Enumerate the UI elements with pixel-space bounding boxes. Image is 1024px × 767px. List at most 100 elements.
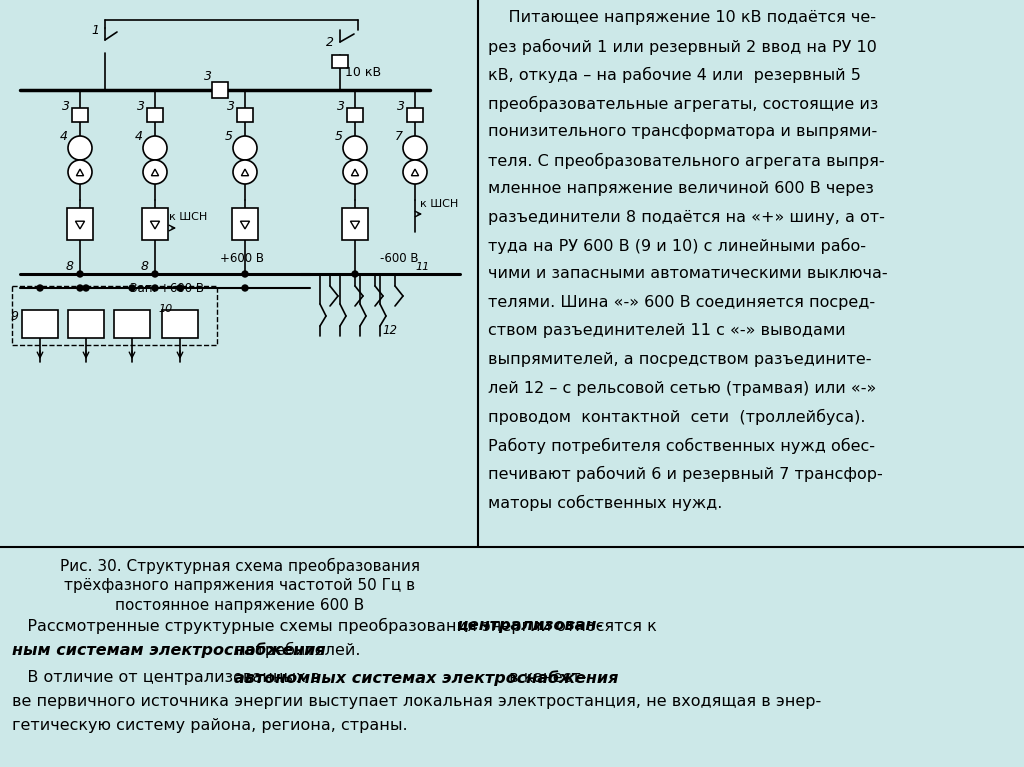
Text: мленное напряжение величиной 600 В через: мленное напряжение величиной 600 В через <box>488 181 873 196</box>
Circle shape <box>83 285 89 291</box>
Circle shape <box>352 271 358 277</box>
Text: ством разъединителей 11 с «-» выводами: ством разъединителей 11 с «-» выводами <box>488 324 846 338</box>
Bar <box>212 82 228 98</box>
Circle shape <box>68 160 92 184</box>
Circle shape <box>143 136 167 160</box>
Text: 8: 8 <box>141 260 150 273</box>
Polygon shape <box>412 169 419 176</box>
Circle shape <box>403 160 427 184</box>
Bar <box>162 310 198 338</box>
Bar <box>342 208 368 240</box>
Polygon shape <box>77 169 84 176</box>
Text: Питающее напряжение 10 кВ подаётся че-: Питающее напряжение 10 кВ подаётся че- <box>488 10 876 25</box>
Text: маторы собственных нужд.: маторы собственных нужд. <box>488 495 722 511</box>
Text: 10 кВ: 10 кВ <box>345 66 381 79</box>
Text: кВ, откуда – на рабочие 4 или  резервный 5: кВ, откуда – на рабочие 4 или резервный … <box>488 67 861 83</box>
Text: чими и запасными автоматическими выключа-: чими и запасными автоматическими выключа… <box>488 266 888 281</box>
Circle shape <box>403 136 427 160</box>
Text: 8: 8 <box>66 260 74 273</box>
Text: преобразовательные агрегаты, состоящие из: преобразовательные агрегаты, состоящие и… <box>488 96 879 112</box>
Bar <box>142 208 168 240</box>
Text: 4: 4 <box>135 130 143 143</box>
Text: потребителей.: потребителей. <box>229 642 360 658</box>
Polygon shape <box>350 221 359 229</box>
Circle shape <box>233 136 257 160</box>
Circle shape <box>343 160 367 184</box>
Text: понизительного трансформатора и выпрями-: понизительного трансформатора и выпрями- <box>488 124 878 139</box>
Text: 3: 3 <box>227 100 234 113</box>
Text: 11: 11 <box>415 262 429 272</box>
Text: Рассмотренные структурные схемы преобразования энергии относятся к: Рассмотренные структурные схемы преобраз… <box>12 618 662 634</box>
Polygon shape <box>242 169 249 176</box>
Text: автономных системах электроснабжения: автономных системах электроснабжения <box>234 670 618 686</box>
Text: туда на РУ 600 В (9 и 10) с линейными рабо-: туда на РУ 600 В (9 и 10) с линейными ра… <box>488 238 866 254</box>
Text: централизован-: централизован- <box>457 618 603 633</box>
Bar <box>232 208 258 240</box>
Text: 10: 10 <box>158 304 172 314</box>
Polygon shape <box>151 221 160 229</box>
Text: в качест-: в качест- <box>504 670 587 685</box>
Bar <box>72 108 88 122</box>
Bar <box>12 286 217 345</box>
Text: +600 В: +600 В <box>220 252 264 265</box>
Text: 3: 3 <box>137 100 145 113</box>
Text: рез рабочий 1 или резервный 2 ввод на РУ 10: рез рабочий 1 или резервный 2 ввод на РУ… <box>488 38 877 54</box>
Text: к ШСН: к ШСН <box>169 212 207 222</box>
Text: к ШСН: к ШСН <box>420 199 459 209</box>
Text: 5: 5 <box>335 130 343 143</box>
Bar <box>237 108 253 122</box>
Circle shape <box>143 160 167 184</box>
Text: проводом  контактной  сети  (троллейбуса).: проводом контактной сети (троллейбуса). <box>488 409 865 425</box>
Text: 2: 2 <box>326 36 334 49</box>
Text: Работу потребителя собственных нужд обес-: Работу потребителя собственных нужд обес… <box>488 437 874 453</box>
Bar <box>67 208 93 240</box>
Text: 3: 3 <box>337 100 345 113</box>
Circle shape <box>152 285 158 291</box>
Text: выпрямителей, а посредством разъедините-: выпрямителей, а посредством разъедините- <box>488 352 871 367</box>
Circle shape <box>77 271 83 277</box>
Text: В отличие от централизованных в: В отличие от централизованных в <box>12 670 326 685</box>
Circle shape <box>77 285 83 291</box>
Text: -600 В: -600 В <box>380 252 419 265</box>
Text: постоянное напряжение 600 В: постоянное напряжение 600 В <box>116 598 365 613</box>
Text: 3: 3 <box>62 100 70 113</box>
Bar <box>347 108 362 122</box>
Bar <box>114 310 150 338</box>
Circle shape <box>37 285 43 291</box>
Text: 9: 9 <box>10 310 18 323</box>
Text: печивают рабочий 6 и резервный 7 трансфор-: печивают рабочий 6 и резервный 7 трансфо… <box>488 466 883 482</box>
Text: 4: 4 <box>60 130 68 143</box>
Text: лей 12 – с рельсовой сетью (трамвая) или «-»: лей 12 – с рельсовой сетью (трамвая) или… <box>488 380 877 396</box>
Text: 7: 7 <box>395 130 403 143</box>
Bar <box>332 55 348 68</box>
Text: трёхфазного напряжения частотой 50 Гц в: трёхфазного напряжения частотой 50 Гц в <box>65 578 416 593</box>
Text: телями. Шина «-» 600 В соединяется посред-: телями. Шина «-» 600 В соединяется посре… <box>488 295 876 310</box>
Polygon shape <box>241 221 250 229</box>
Text: разъединители 8 подаётся на «+» шину, а от-: разъединители 8 подаётся на «+» шину, а … <box>488 209 885 225</box>
Circle shape <box>242 271 248 277</box>
Circle shape <box>129 285 135 291</box>
Polygon shape <box>76 221 85 229</box>
Text: 5: 5 <box>225 130 233 143</box>
Text: 3: 3 <box>397 100 406 113</box>
Text: 12: 12 <box>382 324 397 337</box>
Bar <box>147 108 163 122</box>
Circle shape <box>233 160 257 184</box>
Circle shape <box>177 285 183 291</box>
Text: гетическую систему района, региона, страны.: гетическую систему района, региона, стра… <box>12 718 408 733</box>
Text: ве первичного источника энергии выступает локальная электростанция, не входящая : ве первичного источника энергии выступае… <box>12 694 821 709</box>
Circle shape <box>152 271 158 277</box>
Bar <box>68 310 104 338</box>
Text: теля. С преобразовательного агрегата выпря-: теля. С преобразовательного агрегата вып… <box>488 153 885 169</box>
Text: ным системам электроснабжения: ным системам электроснабжения <box>12 642 326 658</box>
Polygon shape <box>152 169 159 176</box>
Bar <box>22 310 58 338</box>
Circle shape <box>242 285 248 291</box>
Bar <box>407 108 423 122</box>
Circle shape <box>343 136 367 160</box>
Polygon shape <box>351 169 358 176</box>
Text: 1: 1 <box>91 24 99 37</box>
Text: 3: 3 <box>204 70 212 83</box>
Text: Зап. +600 В: Зап. +600 В <box>130 282 204 295</box>
Circle shape <box>68 136 92 160</box>
